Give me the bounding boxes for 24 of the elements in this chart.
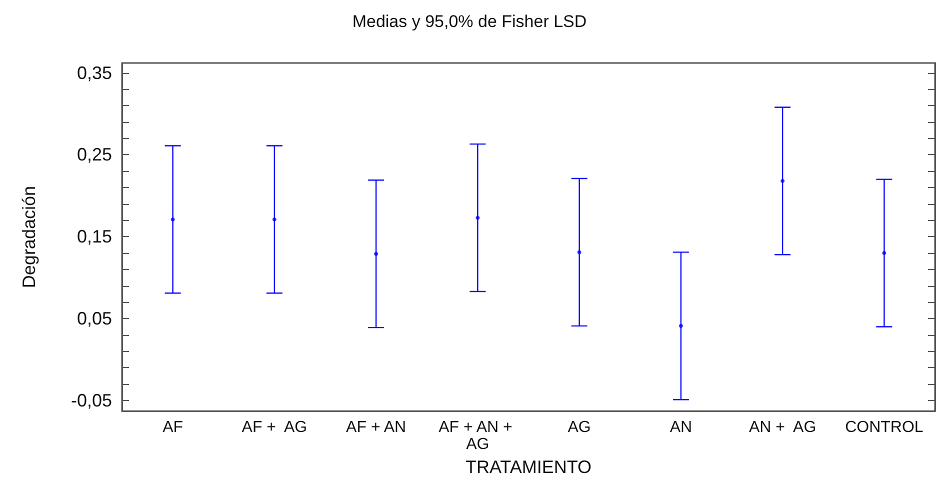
point bbox=[476, 216, 480, 220]
x-tick-label: AG bbox=[568, 419, 591, 436]
point bbox=[272, 217, 276, 222]
x-tick-label: AF + AN bbox=[346, 419, 406, 436]
x-tick-label: AF bbox=[162, 419, 184, 436]
x-tick-label: CONTROL bbox=[845, 419, 924, 436]
x-axis-title: TRATAMIENTO bbox=[466, 457, 592, 477]
point bbox=[678, 324, 683, 328]
point bbox=[374, 252, 378, 256]
y-tick-label: 0,25 bbox=[76, 144, 112, 165]
x-tick-label: AN + AG bbox=[748, 419, 816, 436]
y-tick-label: 0,35 bbox=[76, 62, 112, 83]
y-tick-label: -0,05 bbox=[70, 390, 112, 410]
point bbox=[577, 250, 582, 254]
point bbox=[170, 217, 175, 222]
x-tick-label: AN bbox=[670, 419, 692, 436]
point bbox=[780, 178, 785, 183]
y-tick-label: 0,15 bbox=[76, 226, 112, 247]
point bbox=[882, 251, 886, 256]
y-axis-title: Degradación bbox=[19, 186, 39, 288]
x-tick-label: AF + AG bbox=[242, 419, 308, 436]
x-tick-label: AF + AN + AG bbox=[438, 419, 517, 454]
y-tick-label: 0,05 bbox=[76, 308, 112, 329]
chart-title: Medias y 95,0% de Fisher LSD bbox=[352, 12, 587, 31]
